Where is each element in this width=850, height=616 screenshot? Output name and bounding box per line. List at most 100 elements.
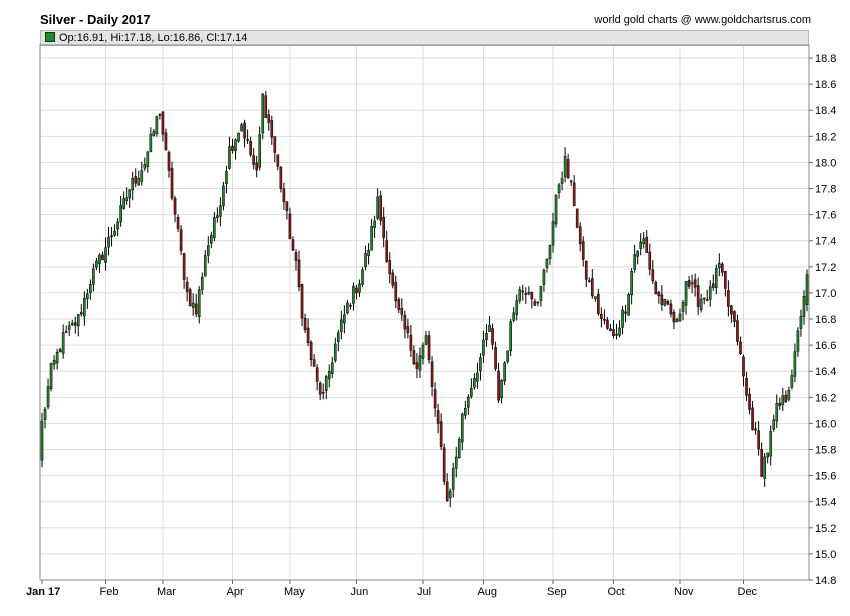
candle-down [751,407,754,431]
y-tick-label: 15.2 [815,523,836,535]
candle-up [55,351,59,364]
candle-down [315,367,319,382]
gridlines [40,45,809,581]
x-tick-label: May [284,586,305,598]
y-axis: 14.8 15.0 15.2 15.4 15.6 15.8 16.0 16.2 16.4 16.6… [809,53,836,587]
candle-down [273,136,277,153]
candle-up [587,280,591,282]
candle-down [185,281,189,292]
candle-down [439,421,443,447]
candle-up [448,490,452,499]
y-tick-label: 17.2 [815,262,836,274]
candle-up [476,372,479,382]
candle-down [597,293,600,314]
chart-title: Silver - Daily 2017 [40,12,151,27]
candle-down [600,313,603,319]
candle-up [358,283,361,293]
candle-up [454,456,458,469]
candle-down [581,241,585,260]
candle-down [748,393,751,410]
candle-up [642,238,646,244]
candle-up [775,403,779,422]
legend-swatch-icon [45,32,55,42]
candle-up [119,205,122,223]
candle-up [690,282,694,285]
candle-down [73,322,77,326]
candle-down [164,132,168,151]
y-tick-label: 18.6 [815,79,836,91]
candle-up [536,301,540,304]
candle-down [394,282,398,302]
candle-down [721,263,724,273]
candle-down [612,329,615,336]
candle-down [58,349,62,353]
candle-down [318,382,322,395]
candle-down [736,320,739,342]
candle-down [533,301,537,306]
candle-down [243,122,246,139]
candle-up [352,285,355,304]
candle-down [403,314,407,330]
candle-up [146,151,150,167]
candle-down [415,362,419,369]
candle-up [621,309,624,328]
candle-up [479,357,482,372]
candle-down [603,319,606,321]
candle-down [745,377,748,396]
candle-up [424,335,428,345]
y-tick-label: 18.8 [815,53,836,65]
candle-up [346,302,349,314]
candle-up [330,362,334,374]
candle-up [766,452,770,458]
candle-down [379,195,382,221]
candle-up [216,215,219,218]
candle-up [225,171,228,185]
candle-up [636,251,639,257]
candle-up [793,351,797,377]
candle-up [467,396,470,408]
candle-up [52,360,56,365]
candle-up [361,269,364,285]
candle-up [327,371,331,380]
candle-up [718,263,721,269]
candle-down [321,391,325,394]
candle-up [104,247,107,263]
candle-down [666,301,670,305]
candle-up [702,297,706,300]
candle-down [591,278,594,297]
candle-down [651,269,655,282]
candle-down [784,394,788,403]
candle-up [790,375,794,388]
candle-down [730,305,733,315]
candle-down [300,284,304,319]
candle-down [442,447,446,482]
candle-down [445,481,449,501]
candle-down [176,216,180,230]
candle-up [125,197,128,201]
y-tick-label: 15.4 [815,497,836,509]
candle-down [566,159,570,178]
candle-down [170,168,174,199]
candle-down [412,350,416,364]
candle-down [672,312,676,323]
candle-up [500,380,503,399]
candle-up [64,331,68,333]
candle-up [506,350,509,362]
candle-up [155,116,159,134]
candle-down [427,335,431,361]
candle-down [569,180,573,183]
candle-down [182,253,186,280]
candle-up [70,322,74,326]
candle-down [385,240,389,262]
candle-down [282,188,286,203]
y-tick-label: 16.2 [815,392,836,404]
candle-up [560,178,564,184]
candle-up [128,189,131,199]
candle-up [615,333,618,336]
y-tick-label: 16.8 [815,314,836,326]
y-tick-label: 17.4 [815,236,836,248]
candle-up [228,146,231,169]
y-tick-label: 16.4 [815,366,836,378]
candle-up [763,456,766,479]
